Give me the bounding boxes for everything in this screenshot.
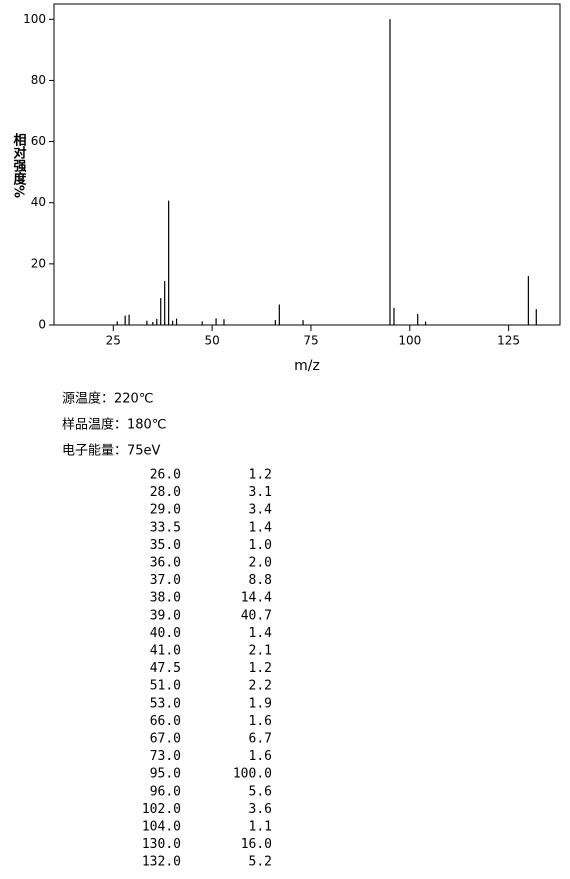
table-intensity: 2.1	[249, 644, 272, 659]
table-intensity: 1.2	[249, 468, 272, 483]
table-mz: 73.0	[150, 749, 181, 764]
y-tick-label: 20	[31, 256, 46, 270]
y-tick-label: 100	[23, 12, 46, 26]
table-intensity: 2.2	[249, 679, 272, 694]
table-intensity: 100.0	[233, 767, 272, 782]
table-intensity: 1.2	[249, 661, 272, 676]
table-mz: 40.0	[150, 626, 181, 641]
table-intensity: 5.6	[249, 784, 272, 799]
table-intensity: 1.4	[249, 520, 273, 535]
x-tick-label: 125	[497, 334, 520, 348]
table-intensity: 1.6	[249, 714, 272, 729]
table-mz: 39.0	[150, 608, 181, 623]
table-intensity: 2.0	[249, 556, 272, 571]
info-line: 电子能量：75eV	[62, 444, 161, 459]
y-tick-label: 0	[38, 318, 46, 332]
table-mz: 132.0	[142, 855, 181, 870]
table-mz: 104.0	[142, 820, 181, 835]
table-intensity: 14.4	[241, 591, 272, 606]
table-intensity: 1.4	[249, 626, 273, 641]
x-tick-label: 25	[106, 334, 121, 348]
y-tick-label: 80	[31, 73, 46, 87]
table-mz: 26.0	[150, 468, 181, 483]
table-intensity: 1.6	[249, 749, 272, 764]
table-mz: 38.0	[150, 591, 181, 606]
table-intensity: 8.8	[249, 573, 272, 588]
table-intensity: 16.0	[241, 837, 272, 852]
table-intensity: 5.2	[249, 855, 272, 870]
y-tick-label: 60	[31, 134, 46, 148]
table-mz: 130.0	[142, 837, 181, 852]
table-intensity: 1.0	[249, 538, 272, 553]
table-mz: 36.0	[150, 556, 181, 571]
table-intensity: 3.4	[249, 503, 273, 518]
table-mz: 66.0	[150, 714, 181, 729]
table-intensity: 1.1	[249, 820, 272, 835]
y-axis-label: 相对强度%	[11, 132, 27, 198]
table-mz: 53.0	[150, 696, 181, 711]
table-mz: 41.0	[150, 644, 181, 659]
info-line: 源温度：220℃	[62, 391, 153, 407]
table-mz: 96.0	[150, 784, 181, 799]
table-mz: 95.0	[150, 767, 181, 782]
table-mz: 29.0	[150, 503, 181, 518]
table-mz: 37.0	[150, 573, 181, 588]
x-tick-label: 50	[204, 334, 219, 348]
table-intensity: 3.1	[249, 485, 272, 500]
table-intensity: 40.7	[241, 608, 272, 623]
table-intensity: 3.6	[249, 802, 272, 817]
x-tick-label: 100	[398, 334, 421, 348]
table-intensity: 6.7	[249, 732, 272, 747]
table-mz: 102.0	[142, 802, 181, 817]
table-intensity: 1.9	[249, 696, 272, 711]
table-mz: 47.5	[150, 661, 181, 676]
table-mz: 33.5	[150, 520, 181, 535]
x-tick-label: 75	[303, 334, 318, 348]
x-axis-label: m/z	[294, 358, 320, 374]
table-mz: 51.0	[150, 679, 181, 694]
info-line: 样品温度：180℃	[62, 417, 166, 433]
y-tick-label: 40	[31, 195, 46, 209]
table-mz: 28.0	[150, 485, 181, 500]
plot-frame	[53, 3, 561, 326]
table-mz: 35.0	[150, 538, 181, 553]
table-mz: 67.0	[150, 732, 181, 747]
